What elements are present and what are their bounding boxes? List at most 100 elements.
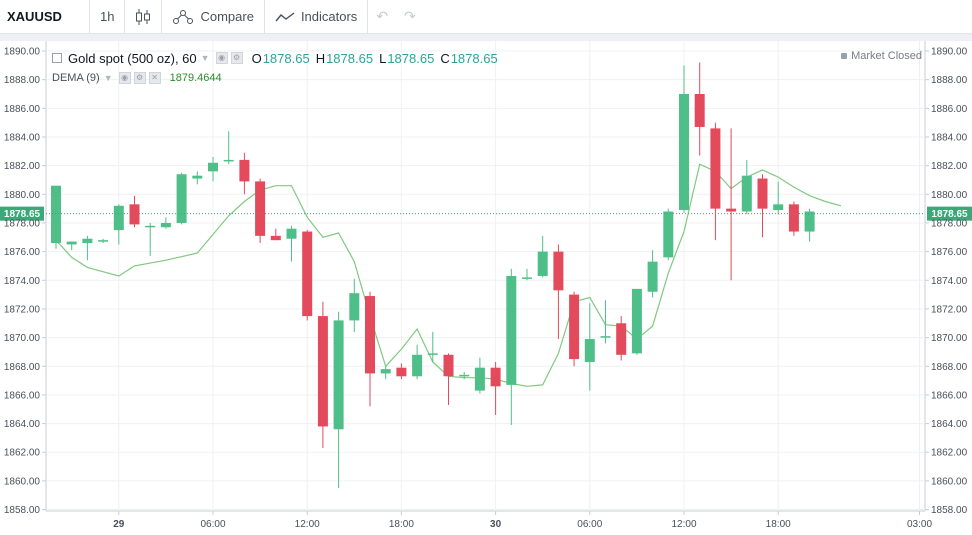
settings-icon[interactable]: ⚙ xyxy=(230,52,243,64)
candle xyxy=(459,371,470,380)
candle-body xyxy=(694,93,705,127)
close-icon[interactable]: ✕ xyxy=(148,72,161,84)
y-tick-label: 1858.00 xyxy=(4,505,41,516)
eye-icon[interactable]: ◉ xyxy=(215,52,228,64)
candle xyxy=(302,230,313,321)
compare-label: Compare xyxy=(200,9,254,24)
indicators-button[interactable]: Indicators xyxy=(265,0,369,34)
last-price-label: 1878.65 xyxy=(4,209,41,220)
dema-legend: DEMA (9) ▼ ◉ ⚙ ✕ 1879.4644 xyxy=(52,69,498,87)
candle-body xyxy=(270,235,281,241)
y-tick-label: 1872.00 xyxy=(931,304,968,315)
candle-body xyxy=(412,354,423,377)
candle-body xyxy=(98,240,109,242)
candle-body xyxy=(223,159,234,162)
candle-body xyxy=(160,222,171,228)
candle-body xyxy=(380,369,391,374)
chart-grid xyxy=(45,41,926,512)
dema-title: DEMA (9) xyxy=(52,72,100,84)
indicators-icon xyxy=(275,11,295,21)
candle xyxy=(396,363,407,380)
candle-body xyxy=(647,261,658,292)
candle-body xyxy=(506,275,517,385)
candle xyxy=(208,157,218,182)
candle xyxy=(679,65,689,213)
high-value: 1878.65 xyxy=(326,50,374,66)
y-tick-label: 1864.00 xyxy=(4,419,41,430)
indicators-label: Indicators xyxy=(300,9,358,24)
y-tick-label: 1874.00 xyxy=(4,276,41,287)
candles-icon xyxy=(136,8,151,25)
y-tick-label: 1864.00 xyxy=(931,419,968,430)
y-tick-label: 1868.00 xyxy=(4,362,41,373)
candle xyxy=(160,217,171,229)
candle xyxy=(741,159,752,215)
eye-icon[interactable]: ◉ xyxy=(118,72,131,84)
candle xyxy=(569,291,580,367)
status-dot-icon xyxy=(841,53,848,59)
y-tick-label: 1884.00 xyxy=(4,132,41,143)
x-tick-label: 18:00 xyxy=(766,519,791,530)
last-price-tag-left xyxy=(0,206,44,221)
y-tick-label: 1890.00 xyxy=(4,47,41,58)
y-tick-label: 1888.00 xyxy=(931,75,968,86)
candle-body xyxy=(459,374,470,377)
candle-body xyxy=(741,175,752,212)
undo-button[interactable]: ↶ xyxy=(368,0,396,34)
chevron-down-icon[interactable]: ▼ xyxy=(200,53,210,63)
candle-body xyxy=(51,185,61,244)
open-value: 1878.65 xyxy=(262,50,310,66)
redo-button[interactable]: ↷ xyxy=(396,0,424,34)
candle xyxy=(412,344,423,380)
candle-body xyxy=(773,204,784,211)
candle-body xyxy=(522,277,532,279)
candle-body xyxy=(553,251,564,291)
dema-line xyxy=(55,163,842,387)
high-label: H xyxy=(315,50,326,66)
candle-body xyxy=(286,228,297,239)
chart-frame[interactable]: 1878.65 1878.65 1858.00 1860.00 1862.00 1864… xyxy=(0,41,972,535)
price-chart[interactable]: 1878.65 1878.65 1858.00 1860.00 1862.00 1864… xyxy=(0,41,972,535)
candle xyxy=(270,228,281,241)
symbol-search-button[interactable]: XAUUSD xyxy=(0,0,90,34)
compare-button[interactable]: Compare xyxy=(162,0,265,34)
candle-body xyxy=(208,162,218,172)
y-tick-label: 1870.00 xyxy=(931,333,968,344)
candle xyxy=(380,366,391,380)
chevron-down-icon[interactable]: ▼ xyxy=(103,73,113,83)
candle xyxy=(286,225,297,262)
settings-icon[interactable]: ⚙ xyxy=(133,72,146,84)
candle-body xyxy=(365,296,375,374)
market-status-label: Market Closed xyxy=(851,50,922,62)
candle xyxy=(349,278,360,332)
legend-collapse-box[interactable] xyxy=(52,53,62,63)
interval-button[interactable]: 1h xyxy=(90,0,126,34)
candle xyxy=(647,250,658,298)
y-tick-label: 1866.00 xyxy=(931,390,968,401)
y-tick-label: 1868.00 xyxy=(931,362,968,373)
candle xyxy=(804,208,815,242)
x-tick-label: 29 xyxy=(113,519,125,530)
close-label: C xyxy=(440,50,450,66)
x-tick-label: 03:00 xyxy=(907,519,932,530)
open-label: O xyxy=(251,50,262,66)
candle-body xyxy=(255,181,266,236)
chart-style-button[interactable] xyxy=(125,0,163,34)
x-tick-label: 18:00 xyxy=(389,519,414,530)
candle xyxy=(616,316,627,361)
y-tick-label: 1878.00 xyxy=(4,218,41,229)
candle-body xyxy=(710,128,721,209)
candle xyxy=(427,331,438,362)
y-tick-label: 1874.00 xyxy=(931,276,968,287)
candle-body xyxy=(66,241,77,245)
candle-body xyxy=(474,367,485,391)
candle-body xyxy=(239,159,250,182)
candle-body xyxy=(302,231,313,317)
candle xyxy=(145,222,156,256)
candle xyxy=(663,208,674,261)
time-axis: 29 06:00 12:00 18:00 30 06:00 12:00 18:00 03:00 xyxy=(113,511,932,530)
candle-body xyxy=(490,367,501,387)
dema-value: 1879.4644 xyxy=(169,72,222,84)
candles-layer xyxy=(51,62,815,489)
